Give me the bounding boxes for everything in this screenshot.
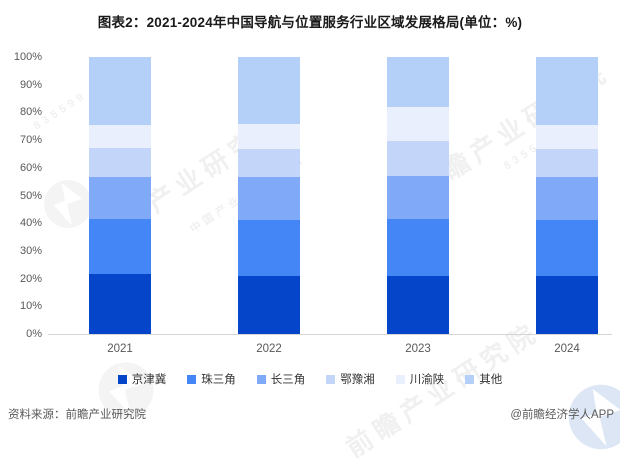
stacked-bar-2021 [89, 57, 151, 334]
bar-segment-川渝陕 [89, 125, 151, 148]
y-tick-label: 40% [19, 217, 42, 230]
chart-figure: 前瞻产业研究院 中国产业咨询领导者 前瞻产业研究院 835599 前瞻产业研究院… [0, 15, 620, 464]
bar-segment-川渝陕 [238, 124, 300, 149]
bar-segment-其他 [89, 57, 151, 126]
source-note: 资料来源：前瞻产业研究院 [8, 409, 146, 421]
bar-segment-长三角 [89, 176, 151, 219]
y-tick-label: 80% [19, 106, 42, 119]
bar-segment-长三角 [238, 176, 300, 221]
y-tick-label: 10% [19, 300, 42, 313]
y-axis: 0% 10% 20% 30% 40% 50% 60% 70% 80% 90% 100% [2, 51, 42, 340]
y-tick-label: 70% [19, 134, 42, 147]
legend-item-京津冀: 京津冀 [117, 371, 167, 387]
legend: 京津冀 珠三角 长三角 鄂豫湘 川渝陕 其他 [0, 371, 620, 387]
bar-segment-京津冀 [536, 276, 598, 334]
bar-segment-珠三角 [387, 218, 449, 276]
y-tick-label: 50% [19, 189, 42, 202]
legend-swatch-icon [187, 374, 197, 384]
bar-segment-珠三角 [536, 220, 598, 277]
bar-segment-鄂豫湘 [387, 140, 449, 176]
y-tick-label: 0% [26, 328, 42, 340]
bar-segment-珠三角 [89, 218, 151, 275]
y-tick-label: 20% [19, 272, 42, 285]
legend-item-鄂豫湘: 鄂豫湘 [326, 371, 375, 387]
bar-segment-鄂豫湘 [238, 148, 300, 177]
bar-segment-川渝陕 [387, 106, 449, 141]
legend-swatch-icon [326, 374, 336, 384]
stacked-bar-2024 [536, 57, 598, 334]
legend-label: 鄂豫湘 [340, 374, 375, 386]
legend-label: 京津冀 [131, 374, 167, 386]
y-tick-label: 60% [19, 161, 42, 174]
legend-label: 川渝陕 [409, 374, 445, 386]
legend-label: 长三角 [270, 374, 306, 386]
bar-segment-长三角 [387, 175, 449, 219]
bar-segment-珠三角 [238, 220, 300, 277]
x-tick-label: 2022 [256, 343, 282, 355]
legend-item-珠三角: 珠三角 [187, 371, 236, 387]
bar-segment-其他 [536, 57, 598, 126]
stacked-bar-2022 [238, 57, 300, 334]
legend-item-长三角: 长三角 [256, 371, 306, 387]
x-axis: 2021 2022 2023 2024 [48, 343, 612, 359]
y-tick-label: 90% [19, 78, 42, 91]
legend-item-川渝陕: 川渝陕 [395, 371, 445, 387]
legend-swatch-icon [117, 374, 127, 384]
legend-label: 其他 [479, 374, 503, 386]
attribution-note: @前瞻经济学人APP [510, 409, 614, 421]
bar-segment-京津冀 [387, 275, 449, 334]
bar-segment-其他 [238, 57, 300, 125]
x-tick-label: 2024 [554, 343, 580, 355]
bar-segment-川渝陕 [536, 125, 598, 149]
bar-segment-鄂豫湘 [89, 147, 151, 177]
legend-swatch-icon [395, 374, 405, 384]
legend-label: 珠三角 [201, 374, 236, 386]
bar-segment-京津冀 [89, 274, 151, 334]
plot-area [48, 57, 612, 335]
stacked-bar-2023 [387, 57, 449, 334]
bar-segment-京津冀 [238, 276, 300, 334]
legend-swatch-icon [465, 374, 475, 384]
x-tick-label: 2021 [107, 343, 133, 355]
legend-swatch-icon [256, 374, 266, 384]
y-tick-label: 100% [13, 51, 42, 63]
chart-title: 图表2：2021-2024年中国导航与位置服务行业区域发展格局(单位：%) [97, 15, 523, 30]
y-tick-label: 30% [19, 244, 42, 257]
bar-segment-鄂豫湘 [536, 148, 598, 177]
x-tick-label: 2023 [405, 343, 431, 355]
footer: 资料来源：前瞻产业研究院 @前瞻经济学人APP [0, 403, 620, 432]
bar-segment-其他 [387, 57, 449, 107]
bar-segment-长三角 [536, 176, 598, 221]
legend-item-其他: 其他 [465, 371, 502, 387]
